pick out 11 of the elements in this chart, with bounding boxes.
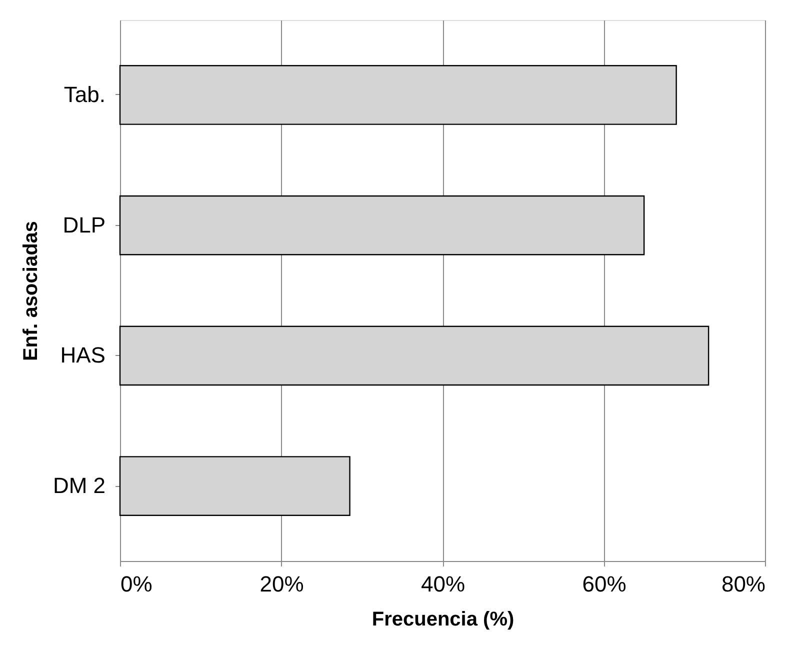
x-tick-label: 0%: [120, 572, 152, 596]
y-tick-label: DLP: [62, 212, 106, 238]
x-tick-label: 60%: [582, 572, 626, 596]
x-axis-title: Frecuencia (%): [372, 608, 514, 630]
y-tick-label: HAS: [60, 342, 106, 368]
y-tick-label: Tab.: [64, 82, 106, 107]
x-tick-label: 40%: [420, 572, 466, 596]
x-tick-label: 80%: [721, 572, 766, 596]
y-tick-label: DM 2: [52, 473, 106, 498]
x-tick-label: 20%: [260, 572, 304, 596]
y-axis-title: Enf. asociadas: [20, 220, 42, 362]
